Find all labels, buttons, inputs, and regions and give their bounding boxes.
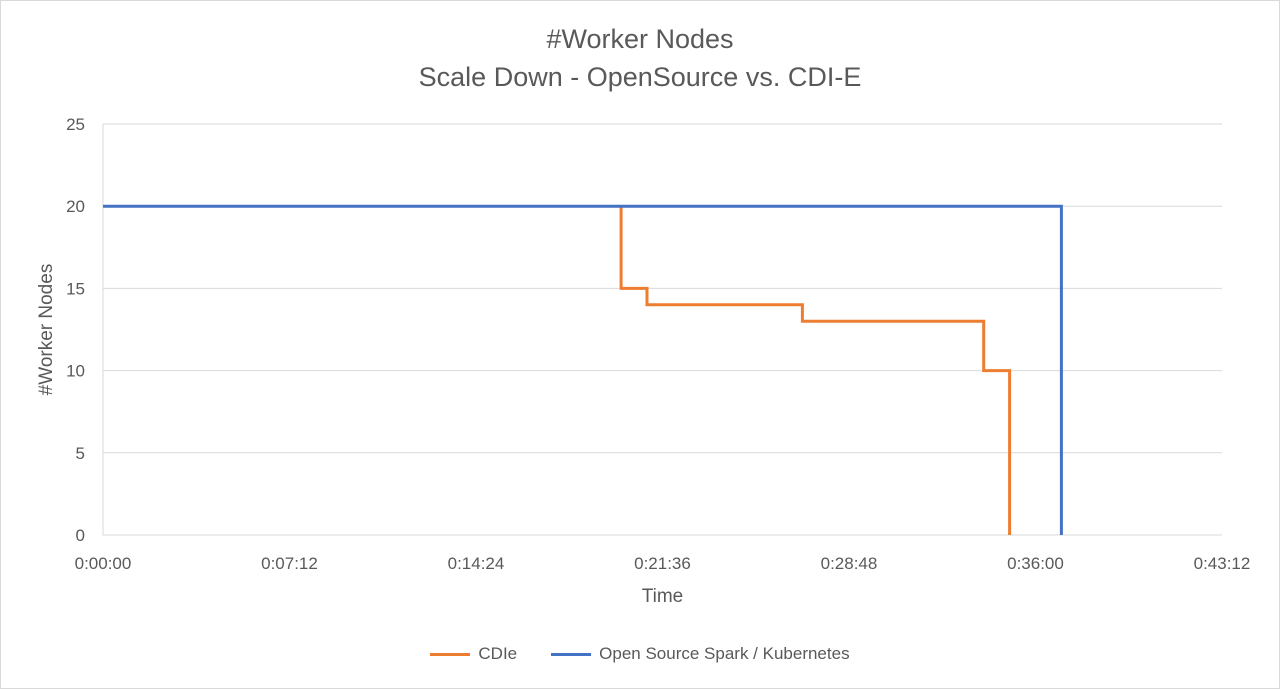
x-tick-label: 0:36:00 xyxy=(1007,554,1064,573)
x-tick-label: 0:07:12 xyxy=(261,554,318,573)
y-tick-label: 20 xyxy=(66,197,85,216)
y-tick-label: 15 xyxy=(66,279,85,298)
x-tick-label: 0:14:24 xyxy=(448,554,505,573)
x-tick-label: 0:00:00 xyxy=(75,554,132,573)
y-tick-label: 0 xyxy=(76,526,85,545)
series-line-open-source-spark-kubernetes xyxy=(103,204,1063,535)
gridlines xyxy=(103,123,1222,454)
legend-swatch-open-source xyxy=(551,652,592,656)
series-lines xyxy=(103,204,1063,535)
axes xyxy=(102,124,1222,536)
y-tick-label: 10 xyxy=(66,362,85,381)
x-tick-label: 0:43:12 xyxy=(1194,554,1251,573)
x-tick-label: 0:21:36 xyxy=(634,554,691,573)
legend: CDIe Open Source Spark / Kubernetes xyxy=(0,644,1280,664)
series-line-cdie xyxy=(619,206,1012,535)
x-tick-label: 0:28:48 xyxy=(821,554,878,573)
legend-label-cdie: CDIe xyxy=(478,644,518,663)
y-axis-title: #Worker Nodes xyxy=(36,264,57,396)
legend-label-open-source: Open Source Spark / Kubernetes xyxy=(599,644,850,663)
legend-swatch-cdie xyxy=(430,652,471,656)
legend-item-open-source: Open Source Spark / Kubernetes xyxy=(551,644,850,664)
legend-item-cdie: CDIe xyxy=(430,644,517,664)
chart-subtitle: Scale Down - OpenSource vs. CDI-E xyxy=(418,62,862,92)
chart-title: #Worker Nodes xyxy=(546,24,734,54)
x-axis-title: Time xyxy=(642,586,684,607)
tick-labels: 0 5 10 15 20 25 0:00:00 0:07:12 0:14:24 0:21:36 0:… xyxy=(66,115,1250,573)
y-tick-label: 25 xyxy=(66,115,85,134)
y-tick-label: 5 xyxy=(76,444,85,463)
